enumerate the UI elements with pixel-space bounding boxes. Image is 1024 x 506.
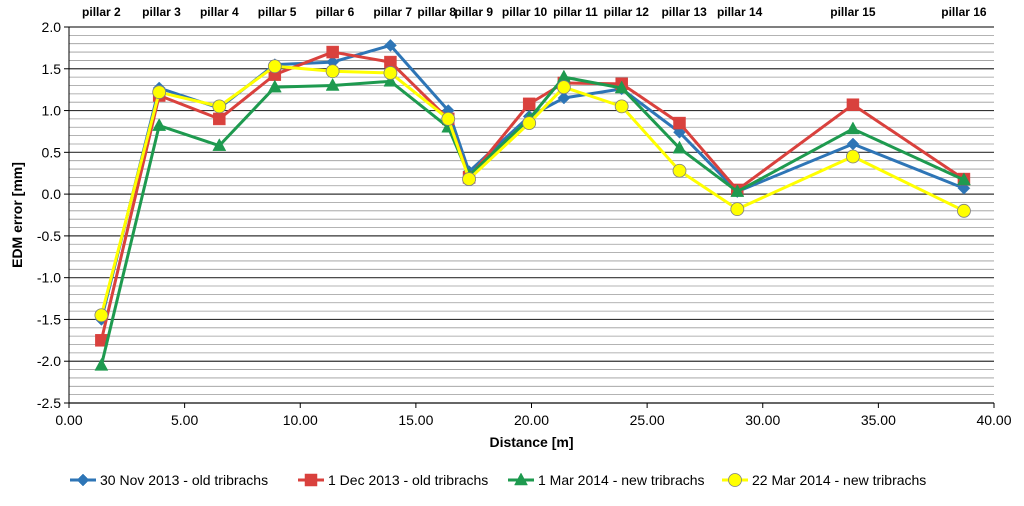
y-tick-label: 1.0 <box>42 103 62 119</box>
x-tick-label: 40.00 <box>976 412 1011 428</box>
data-point <box>325 64 340 79</box>
x-tick-label: 25.00 <box>630 412 665 428</box>
legend-label: 1 Mar 2014 - new tribrachs <box>538 472 705 488</box>
series-line <box>99 50 965 341</box>
legend-item: 30 Nov 2013 - old tribrachs <box>70 472 268 488</box>
data-point <box>614 80 629 94</box>
pillar-label: pillar 5 <box>258 5 297 19</box>
pillar-label: pillar 12 <box>604 5 650 19</box>
data-point <box>383 73 398 87</box>
data-point <box>267 79 282 93</box>
series-1 <box>95 39 971 326</box>
pillar-label: pillar 14 <box>717 5 763 19</box>
pillar-label: pillar 8 <box>417 5 456 19</box>
pillar-label: pillar 9 <box>454 5 493 19</box>
axes: 2.0 1.5 1.0 0.5 0.0 -0.5 -1.0 -1.5 -2.0 -2.50.00 5… <box>37 19 1012 428</box>
legend-label: 1 Dec 2013 - old tribrachs <box>328 472 488 488</box>
pillar-label: pillar 11 <box>553 5 598 19</box>
data-point <box>212 99 227 114</box>
data-point <box>557 91 571 105</box>
y-tick-label: 0.0 <box>42 186 62 202</box>
data-point <box>846 137 860 151</box>
pillar-labels: pillar 2 pillar 3 pillar 4 pillar 5 pillar 6… <box>82 5 987 19</box>
y-tick-label: 0.5 <box>42 144 62 160</box>
legend-item: 1 Mar 2014 - new tribrachs <box>508 472 705 488</box>
data-point <box>325 77 340 91</box>
pillar-label: pillar 3 <box>142 5 181 19</box>
pillar-label: pillar 15 <box>830 5 876 19</box>
data-point <box>730 184 745 197</box>
pillar-label: pillar 10 <box>502 5 548 19</box>
data-point <box>462 172 476 186</box>
data-point <box>556 80 571 95</box>
data-point <box>846 98 860 111</box>
data-point <box>267 59 282 74</box>
y-tick-label: -1.5 <box>37 311 61 327</box>
x-tick-label: 10.00 <box>283 412 318 428</box>
legend-marker <box>304 473 318 487</box>
legend-label: 30 Nov 2013 - old tribrachs <box>100 472 268 488</box>
data-point <box>672 140 687 154</box>
data-point <box>672 163 687 178</box>
pillar-label: pillar 6 <box>316 5 355 19</box>
data-point <box>957 172 971 186</box>
x-tick-label: 15.00 <box>398 412 433 428</box>
pillar-label: pillar 16 <box>941 5 987 19</box>
legend-label: 22 Mar 2014 - new tribrachs <box>752 472 926 488</box>
data-point <box>152 85 167 100</box>
legend-marker <box>514 472 528 486</box>
legend: 30 Nov 2013 - old tribrachs 1 Dec 2013 - … <box>70 472 926 488</box>
y-tick-label: -2.5 <box>37 395 61 411</box>
x-tick-label: 0.00 <box>55 412 82 428</box>
data-point <box>522 97 536 111</box>
x-tick-label: 35.00 <box>861 412 896 428</box>
data-point <box>94 308 109 323</box>
legend-marker <box>728 473 742 487</box>
data-point <box>326 45 339 59</box>
series-2 <box>95 45 971 347</box>
y-axis-title: EDM error [mm] <box>9 162 25 268</box>
x-tick-label: 30.00 <box>745 412 780 428</box>
gridlines <box>69 26 994 404</box>
series-4 <box>94 59 971 323</box>
y-tick-label: 2.0 <box>42 19 62 35</box>
data-point <box>846 121 860 135</box>
legend-item: 22 Mar 2014 - new tribrachs <box>722 472 926 488</box>
data-point <box>152 118 167 131</box>
series-line <box>99 43 965 320</box>
data-point <box>441 112 456 126</box>
data-point <box>957 203 971 218</box>
x-tick-label: 20.00 <box>514 412 549 428</box>
y-tick-label: 1.5 <box>42 61 62 77</box>
pillar-label: pillar 13 <box>661 5 707 19</box>
data-point <box>383 66 398 80</box>
data-point <box>846 149 860 164</box>
data-point <box>614 99 629 114</box>
data-point <box>730 202 745 217</box>
pillar-label: pillar 2 <box>82 5 121 19</box>
x-axis-title: Distance [m] <box>489 434 573 450</box>
y-tick-label: -2.0 <box>37 353 61 369</box>
legend-marker <box>76 473 90 487</box>
y-tick-label: -1.0 <box>37 270 61 286</box>
pillar-label: pillar 4 <box>200 5 239 19</box>
data-point <box>522 116 537 130</box>
data-point <box>673 116 686 130</box>
data-point <box>212 138 227 151</box>
pillar-label: pillar 7 <box>373 5 412 19</box>
y-tick-label: -0.5 <box>37 228 61 244</box>
data-point <box>94 357 109 371</box>
x-tick-label: 5.00 <box>171 412 198 428</box>
data-series <box>94 39 971 371</box>
legend-item: 1 Dec 2013 - old tribrachs <box>298 472 488 488</box>
data-point <box>384 39 397 52</box>
data-point <box>213 112 226 126</box>
